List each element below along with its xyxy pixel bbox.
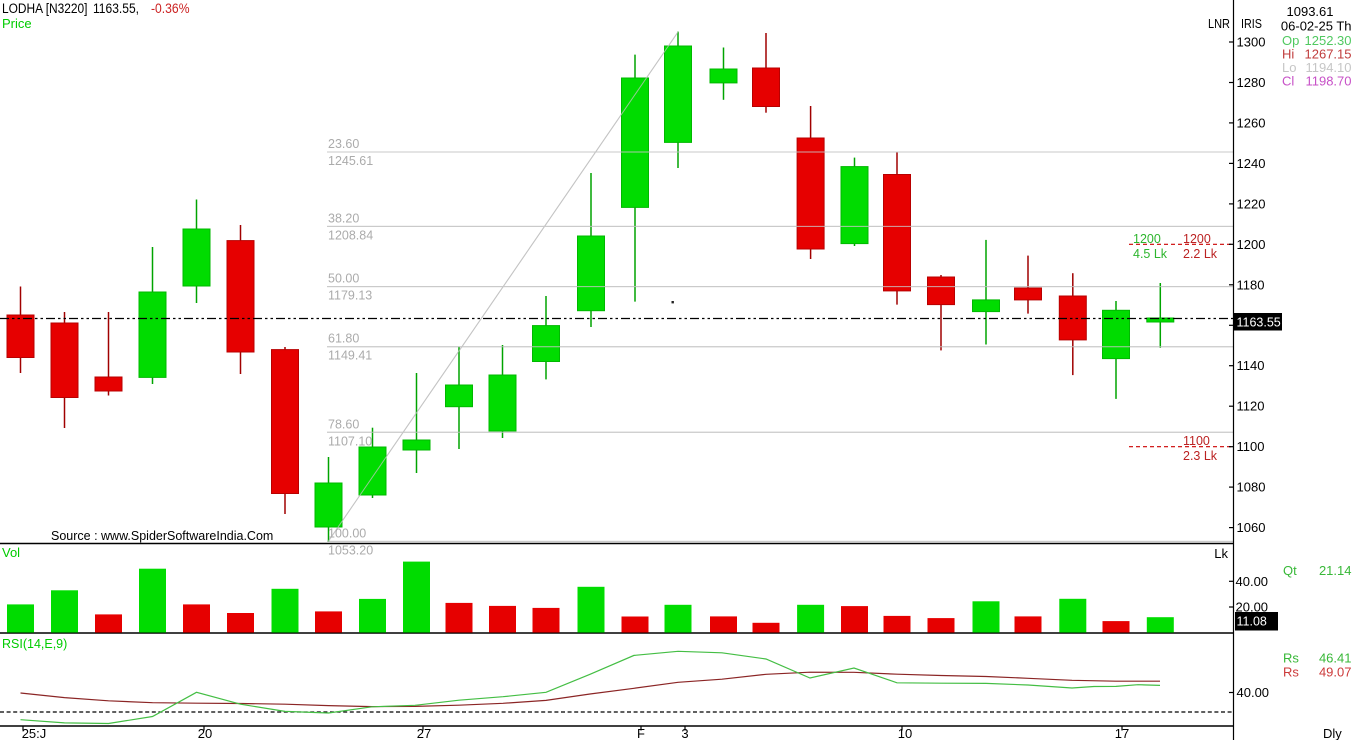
svg-text:78.60: 78.60	[328, 417, 359, 431]
svg-text:11.08: 11.08	[1237, 615, 1267, 629]
svg-text:1107.10: 1107.10	[328, 434, 372, 448]
svg-text:LNR: LNR	[1208, 16, 1230, 31]
svg-text:1179.13: 1179.13	[328, 289, 372, 303]
svg-text:1080: 1080	[1237, 480, 1266, 495]
svg-text:10: 10	[898, 726, 912, 740]
svg-text:1220: 1220	[1237, 196, 1266, 211]
svg-text:1200: 1200	[1183, 232, 1211, 246]
svg-text:40.00: 40.00	[1237, 685, 1270, 700]
svg-text:50.00: 50.00	[328, 272, 359, 286]
svg-text:1267.15: 1267.15	[1305, 47, 1352, 62]
svg-text:2.3 Lk: 2.3 Lk	[1183, 449, 1218, 463]
svg-text:Lk: Lk	[1214, 546, 1228, 561]
svg-text:27: 27	[417, 726, 431, 740]
svg-text:21.14: 21.14	[1319, 563, 1352, 578]
svg-text:38.20: 38.20	[328, 211, 359, 225]
svg-text:23.60: 23.60	[328, 137, 359, 151]
svg-text:Source : www.SpiderSoftwareInd: Source : www.SpiderSoftwareIndia.Com	[51, 529, 273, 543]
svg-text:1093.61: 1093.61	[1287, 4, 1334, 19]
svg-text:1100: 1100	[1237, 439, 1265, 454]
svg-text:Rs: Rs	[1283, 665, 1299, 680]
svg-text:1280: 1280	[1237, 75, 1266, 90]
svg-text:Price: Price	[2, 16, 32, 31]
svg-text:1252.30: 1252.30	[1305, 33, 1352, 48]
svg-text:1140: 1140	[1237, 358, 1265, 373]
svg-text:1194.10: 1194.10	[1305, 60, 1351, 75]
svg-text:1240: 1240	[1237, 156, 1266, 171]
svg-text:1260: 1260	[1237, 115, 1266, 130]
svg-text:Cl: Cl	[1282, 74, 1294, 89]
svg-text:Dly: Dly	[1323, 726, 1342, 740]
svg-text:1149.41: 1149.41	[328, 349, 372, 363]
svg-text:1300: 1300	[1237, 35, 1266, 50]
svg-text:Vol: Vol	[2, 545, 20, 560]
svg-text:61.80: 61.80	[328, 332, 359, 346]
svg-text:1245.61: 1245.61	[328, 154, 373, 168]
svg-text:46.41: 46.41	[1319, 651, 1352, 666]
svg-text:1120: 1120	[1237, 399, 1265, 414]
svg-text:20: 20	[198, 726, 212, 740]
svg-text:-0.36%: -0.36%	[151, 1, 190, 16]
svg-text:IRIS: IRIS	[1241, 16, 1262, 31]
svg-text:1200: 1200	[1133, 232, 1161, 246]
svg-text:Hi: Hi	[1282, 47, 1294, 62]
svg-text:Op: Op	[1282, 33, 1299, 48]
svg-text:RSI(14,E,9): RSI(14,E,9)	[2, 637, 67, 651]
svg-text:49.07: 49.07	[1319, 665, 1352, 680]
svg-text:17: 17	[1115, 726, 1129, 740]
svg-text:1200: 1200	[1237, 237, 1266, 252]
svg-text:1208.84: 1208.84	[328, 228, 373, 242]
svg-text:F: F	[637, 726, 645, 740]
svg-text:1060: 1060	[1237, 520, 1266, 535]
svg-text:Rs: Rs	[1283, 651, 1299, 666]
svg-text:1198.70: 1198.70	[1305, 74, 1351, 89]
svg-text:1180: 1180	[1237, 277, 1265, 292]
svg-text:1163.55: 1163.55	[1237, 316, 1281, 330]
svg-text:4.5 Lk: 4.5 Lk	[1133, 247, 1168, 261]
svg-text:1100: 1100	[1183, 434, 1210, 448]
svg-text:3: 3	[681, 726, 688, 740]
svg-text:LODHA [N3220]: LODHA [N3220]	[2, 1, 88, 16]
svg-text:1053.20: 1053.20	[328, 543, 373, 557]
svg-text:06-02-25 Th: 06-02-25 Th	[1281, 19, 1352, 34]
svg-text:Qt: Qt	[1283, 563, 1297, 578]
svg-text:2.2 Lk: 2.2 Lk	[1183, 247, 1218, 261]
svg-text:100.00: 100.00	[328, 526, 366, 540]
svg-text:40.00: 40.00	[1236, 574, 1269, 589]
svg-text:Lo: Lo	[1282, 60, 1296, 75]
svg-text:25:J: 25:J	[22, 726, 47, 740]
svg-text:1163.55,: 1163.55,	[93, 1, 139, 16]
svg-text:20.00: 20.00	[1236, 600, 1269, 615]
